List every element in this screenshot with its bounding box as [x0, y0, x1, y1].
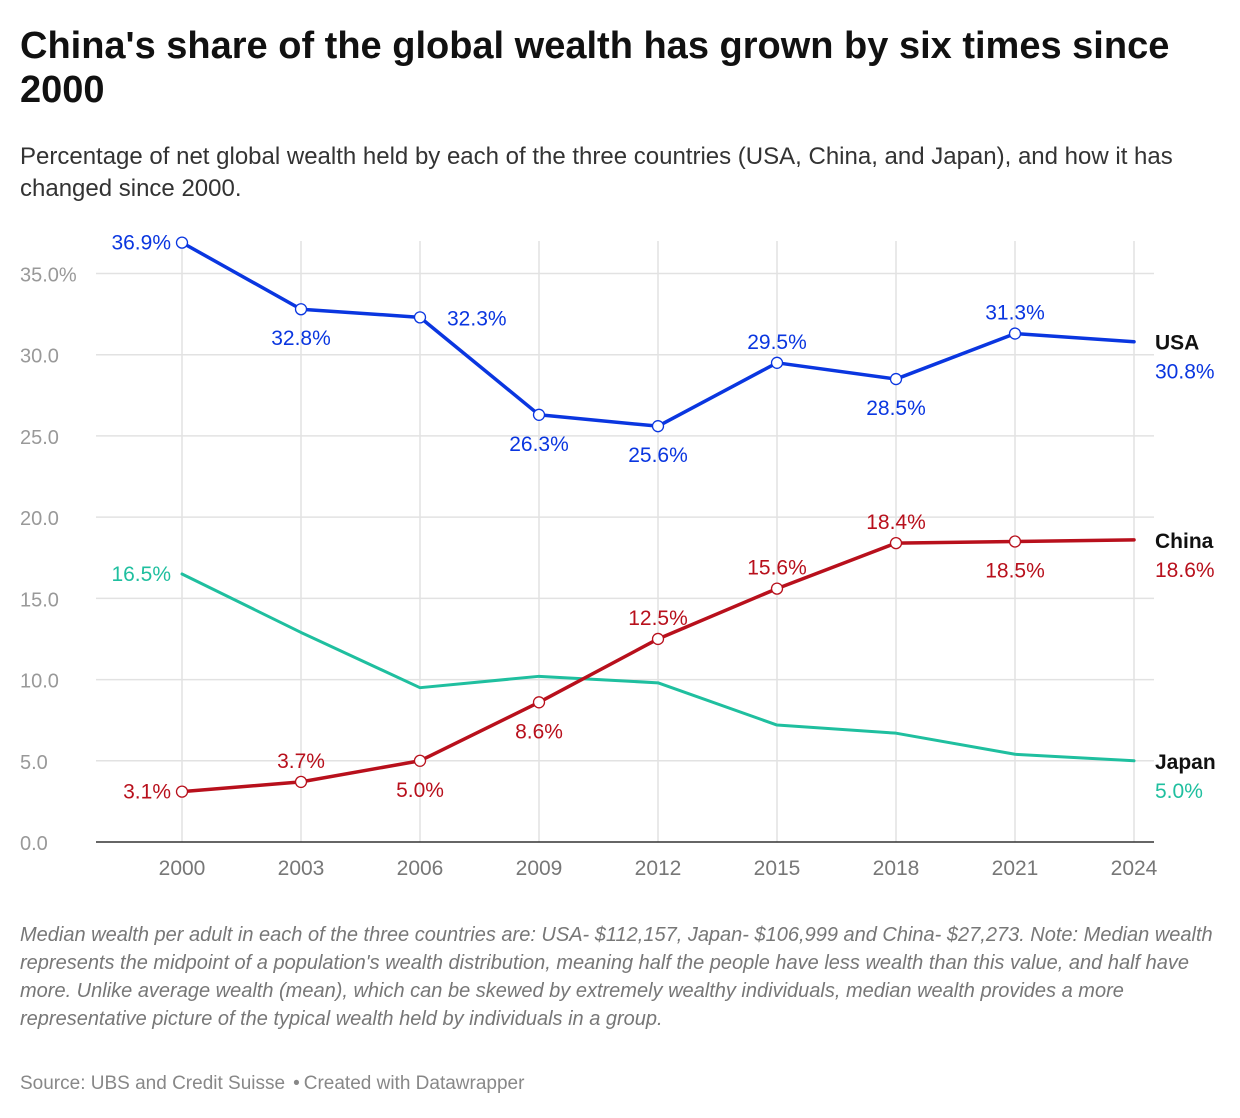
- point-marker-usa: [532, 408, 546, 421]
- x-tick-label: 2006: [397, 857, 444, 880]
- point-marker-china: [413, 754, 427, 767]
- chart-title: China's share of the global wealth has g…: [20, 25, 1170, 111]
- data-label: 30.8%: [1155, 361, 1215, 384]
- data-label: 5.0%: [1155, 780, 1203, 803]
- x-tick-label: 2012: [635, 857, 682, 880]
- x-tick-label: 2003: [278, 857, 325, 880]
- source-text: Source: UBS and Credit Suisse: [20, 1073, 286, 1094]
- data-label: 36.9%: [111, 232, 171, 255]
- chart-notes: Median wealth per adult in each of the t…: [20, 924, 1213, 1030]
- series-line-japan: [180, 572, 1136, 763]
- y-tick-label: 15.0: [20, 589, 59, 611]
- point-marker-usa: [294, 303, 308, 316]
- data-label: 15.6%: [747, 557, 807, 580]
- data-label: 5.0%: [396, 779, 444, 802]
- point-marker-china: [651, 632, 665, 646]
- created-with-text: Created with Datawrapper: [303, 1073, 525, 1094]
- point-marker-usa: [651, 420, 665, 433]
- data-label: 8.6%: [515, 720, 563, 743]
- series-name-label: China: [1155, 530, 1214, 553]
- data-label: 32.3%: [447, 307, 507, 330]
- series-name-label: USA: [1155, 332, 1199, 355]
- point-marker-usa: [413, 311, 427, 324]
- data-label: 18.4%: [866, 511, 926, 534]
- point-marker-china: [175, 785, 189, 798]
- series-markers: [175, 236, 1022, 798]
- chart-source: Source: UBS and Credit Suisse • Created wi…: [20, 1071, 524, 1097]
- data-label: 12.5%: [628, 607, 688, 630]
- point-marker-usa: [770, 356, 784, 369]
- x-tick-label: 2018: [873, 857, 920, 880]
- y-tick-label: 35.0%: [20, 264, 77, 286]
- data-label: 16.5%: [111, 563, 171, 586]
- series-name-label: Japan: [1155, 751, 1216, 774]
- point-marker-china: [532, 696, 546, 709]
- y-tick-label: 0.0: [20, 833, 48, 855]
- y-tick-label: 20.0: [20, 508, 59, 530]
- data-labels: 16.5% Japan 5.0% 3.1% 3.7% 5.0% 8.6% 12.5% 15.6%…: [111, 232, 1215, 804]
- line-chart: 0.0 5.0 10.0 15.0 20.0 25.0 30.0 35.0% 2000 2003 2…: [20, 232, 1216, 880]
- x-tick-label: 2015: [754, 857, 801, 880]
- x-tick-label: 2024: [1111, 857, 1158, 880]
- data-label: 18.5%: [985, 560, 1045, 583]
- data-label: 18.6%: [1155, 559, 1215, 582]
- point-marker-usa: [175, 236, 189, 249]
- y-tick-label: 10.0: [20, 671, 59, 693]
- y-tick-label: 5.0: [20, 752, 48, 774]
- data-label: 28.5%: [866, 397, 926, 420]
- data-label: 26.3%: [509, 433, 569, 456]
- point-marker-china: [1008, 535, 1022, 548]
- data-label: 29.5%: [747, 331, 807, 354]
- y-tick-label: 30.0: [20, 346, 59, 368]
- data-label: 3.1%: [123, 781, 171, 804]
- point-marker-usa: [889, 372, 903, 386]
- point-marker-china: [770, 582, 784, 595]
- chart-subtitle: Percentage of net global wealth held by …: [20, 143, 1173, 202]
- data-label: 25.6%: [628, 444, 688, 467]
- x-tick-label: 2009: [516, 857, 563, 880]
- point-marker-china: [889, 536, 903, 550]
- point-marker-china: [294, 775, 308, 789]
- axis-labels: 0.0 5.0 10.0 15.0 20.0 25.0 30.0 35.0% 2000 2003 2…: [20, 264, 1158, 880]
- separator-dot: •: [293, 1073, 300, 1094]
- point-marker-usa: [1008, 327, 1022, 340]
- data-label: 3.7%: [277, 750, 325, 773]
- data-label: 32.8%: [271, 327, 331, 350]
- x-tick-label: 2021: [992, 857, 1039, 880]
- y-tick-label: 25.0: [20, 427, 59, 449]
- data-label: 31.3%: [985, 302, 1045, 325]
- x-tick-label: 2000: [159, 857, 206, 880]
